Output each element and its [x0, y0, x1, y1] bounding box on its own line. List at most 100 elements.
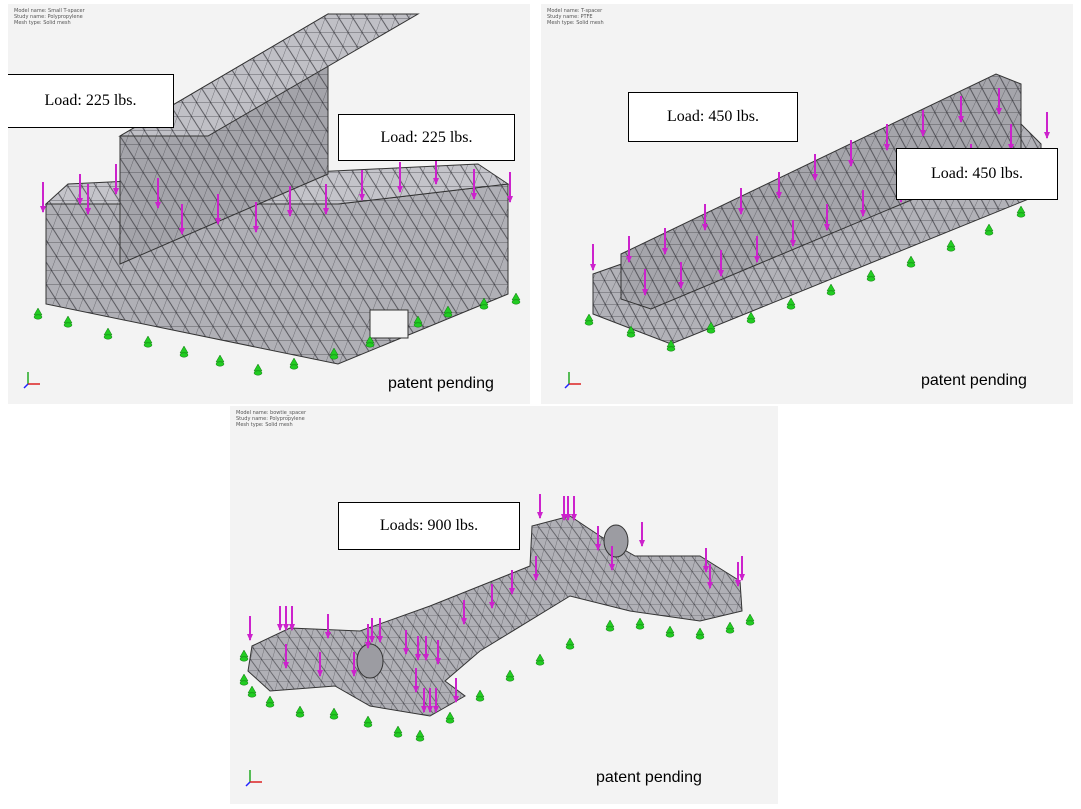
load-arrow-icon	[609, 546, 615, 571]
load-arrow-icon	[277, 606, 283, 631]
load-arrow-icon	[413, 668, 419, 693]
load-arrow-icon	[735, 562, 741, 587]
load-arrow-icon	[507, 172, 513, 203]
fixture-icon	[786, 297, 796, 310]
load-arrow-icon	[884, 124, 890, 151]
study-info: Model name: bowtie_spacer Study name: Po…	[236, 410, 306, 428]
load-arrow-icon	[595, 526, 601, 551]
load-arrow-icon	[639, 522, 645, 547]
axis-triad-icon	[245, 770, 262, 787]
load-arrow-icon	[996, 88, 1002, 115]
load-callout-right: Load: 450 lbs.	[896, 148, 1058, 200]
load-arrow-icon	[812, 154, 818, 181]
model-name: Model name: Small T-spacer	[14, 8, 85, 14]
load-arrow-icon	[920, 110, 926, 137]
load-arrow-icon	[738, 188, 744, 215]
fixture-icon	[295, 705, 305, 718]
load-arrow-icon	[718, 250, 724, 277]
model-name: Model name: T-spacer	[547, 8, 603, 14]
load-arrow-icon	[435, 640, 441, 665]
fixture-icon	[746, 311, 756, 324]
fixture-icon	[247, 685, 257, 698]
load-arrow-icon	[323, 184, 329, 215]
fixture-icon	[475, 689, 485, 702]
fixture-icon	[143, 335, 153, 348]
load-arrow-icon	[253, 202, 259, 233]
fixture-icon	[393, 725, 403, 738]
load-arrow-icon	[561, 496, 567, 521]
fixture-icon	[745, 613, 755, 626]
model-name: Model name: bowtie_spacer	[236, 410, 307, 416]
fixture-icon	[605, 619, 615, 632]
load-arrow-icon	[113, 164, 119, 195]
fixture-icon	[565, 637, 575, 650]
load-arrow-icon	[662, 228, 668, 255]
load-arrow-icon	[397, 162, 403, 193]
load-arrow-icon	[325, 614, 331, 639]
load-arrow-icon	[702, 204, 708, 231]
load-arrow-icon	[1044, 112, 1050, 139]
fixture-icon	[413, 315, 423, 328]
load-arrow-icon	[958, 96, 964, 123]
load-arrow-icon	[287, 186, 293, 217]
load-arrow-icon	[678, 262, 684, 289]
fixture-icon	[329, 707, 339, 720]
mesh-type: Mesh type: Solid mesh	[236, 422, 293, 428]
fixture-icon	[179, 345, 189, 358]
patent-pending-label: patent pending	[388, 375, 494, 392]
load-arrow-icon	[776, 172, 782, 199]
fixture-icon	[443, 305, 453, 318]
fixture-icon	[329, 347, 339, 360]
fixture-icon	[826, 283, 836, 296]
load-arrow-icon	[85, 184, 91, 215]
load-arrow-icon	[377, 618, 383, 643]
load-arrow-icon	[179, 204, 185, 235]
fixtures	[584, 205, 1026, 352]
load-arrow-icon	[533, 556, 539, 581]
load-arrow-icon	[283, 606, 289, 631]
small-t-spacer-model	[44, 13, 510, 365]
fixture-icon	[253, 363, 263, 376]
axis-triad-icon	[564, 372, 581, 389]
fixture-icon	[239, 649, 249, 662]
mesh-type: Mesh type: Solid mesh	[14, 20, 71, 26]
patent-pending-label: patent pending	[921, 372, 1027, 389]
load-arrow-icon	[155, 178, 161, 209]
fixture-icon	[695, 627, 705, 640]
fixture-icon	[906, 255, 916, 268]
bowtie-spacer-model	[247, 515, 743, 717]
load-callout-right: Load: 225 lbs.	[338, 114, 515, 161]
load-arrow-icon	[427, 688, 433, 713]
fixture-icon	[265, 695, 275, 708]
load-arrow-icon	[739, 556, 745, 581]
load-arrow-icon	[415, 636, 421, 661]
fixture-icon	[365, 335, 375, 348]
load-arrow-icon	[537, 494, 543, 519]
fixture-icon	[535, 653, 545, 666]
load-arrow-icon	[489, 584, 495, 609]
fixture-icon	[584, 313, 594, 326]
fixture-icon	[866, 269, 876, 282]
load-arrow-icon	[421, 688, 427, 713]
fixtures	[33, 292, 521, 376]
study-name: Study name: PTFE	[547, 14, 593, 20]
fixture-icon	[635, 617, 645, 630]
fixture-icon	[215, 354, 225, 367]
fixture-icon	[63, 315, 73, 328]
fixture-icon	[946, 239, 956, 252]
load-callout: Loads: 900 lbs.	[338, 502, 520, 550]
fixture-icon	[505, 669, 515, 682]
load-arrow-icon	[433, 688, 439, 713]
fixture-icon	[479, 297, 489, 310]
load-arrow-icon	[590, 244, 596, 271]
load-arrow-icon	[461, 600, 467, 625]
mesh-type: Mesh type: Solid mesh	[547, 20, 604, 26]
load-arrow-icon	[509, 570, 515, 595]
load-arrow-icon	[247, 616, 253, 641]
load-arrow-icon	[790, 220, 796, 247]
patent-pending-label: patent pending	[596, 769, 702, 786]
load-arrow-icon	[215, 194, 221, 225]
fixture-icon	[239, 673, 249, 686]
load-arrow-icon	[754, 236, 760, 263]
load-arrow-icon	[403, 630, 409, 655]
